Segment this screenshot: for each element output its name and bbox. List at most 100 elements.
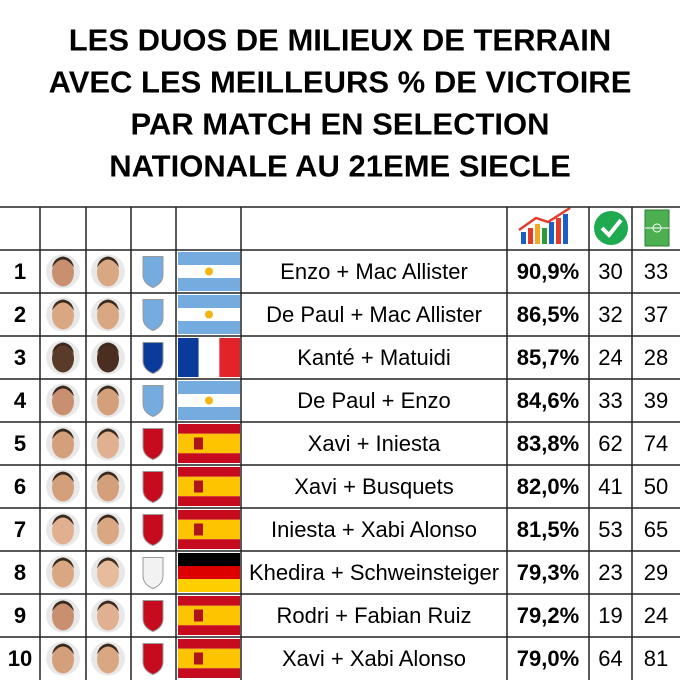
table-row: 8 Khedira + Schweinsteiger 79,3% 23 29 [14,553,668,592]
player-hair [52,299,74,311]
player-face [97,645,119,674]
flag-sun [205,267,213,276]
rank: 2 [14,302,26,327]
win-percentage: 79,2% [517,603,579,628]
flag-crest [194,437,203,450]
flag-stripe [178,453,240,463]
flag-stripe [178,510,240,520]
matches: 81 [644,646,668,671]
matches: 37 [644,302,668,327]
rank: 4 [14,388,27,413]
rank: 1 [14,259,26,284]
duo-names: Iniesta + Xabi Alonso [271,517,477,542]
win-percentage: 86,5% [517,302,579,327]
player-hair [97,557,119,569]
federation-badge [142,557,164,590]
flag-sun [205,310,213,319]
player-face [97,602,119,631]
flag-stripe [178,295,240,308]
flag-stripe [178,605,240,626]
table-row: 6 Xavi + Busquets 82,0% 41 50 [14,467,668,506]
wins: 64 [598,646,622,671]
flag-stripe [178,476,240,497]
win-percentage: 83,8% [517,431,579,456]
table-row: 9 Rodri + Fabian Ruiz 79,2% 19 24 [14,596,668,635]
rank: 8 [14,560,26,585]
matches: 50 [644,474,668,499]
player-hair [97,299,119,311]
table-row: 7 Iniesta + Xabi Alonso 81,5% 53 65 [14,510,668,549]
player-face [97,301,119,330]
flag-stripe [178,496,240,506]
duo-names: Xavi + Iniesta [308,431,441,456]
player-hair [97,643,119,655]
rank: 6 [14,474,26,499]
table-row: 2 De Paul + Mac Allister 86,5% 32 37 [14,295,668,334]
player-hair [97,428,119,440]
federation-badge [142,428,164,461]
table-row: 4 De Paul + Enzo 84,6% 33 39 [14,381,668,420]
wins: 53 [598,517,622,542]
flag-stripe [178,252,240,265]
player-hair [52,471,74,483]
player-face [52,301,74,330]
duo-names: Khedira + Schweinsteiger [249,560,499,585]
flag-sun [205,396,213,405]
flag-stripe [178,648,240,669]
player-face [97,387,119,416]
player-hair [52,600,74,612]
federation-badge [142,256,164,289]
win-percentage: 90,9% [517,259,579,284]
table-row: 10 Xavi + Xabi Alonso 79,0% 64 81 [8,639,668,678]
player-face [97,344,119,373]
wins: 30 [598,259,622,284]
matches: 74 [644,431,668,456]
flag-stripe [178,321,240,334]
win-percentage: 82,0% [517,474,579,499]
matches: 29 [644,560,668,585]
title-line: PAR MATCH EN SELECTION [130,107,549,142]
win-percentage: 79,3% [517,560,579,585]
player-face [52,387,74,416]
matches: 24 [644,603,668,628]
win-percentage: 79,0% [517,646,579,671]
player-hair [97,471,119,483]
player-hair [52,385,74,397]
rank: 7 [14,517,26,542]
flag-crest [194,523,203,536]
win-percentage: 81,5% [517,517,579,542]
wins: 19 [598,603,622,628]
player-face [52,645,74,674]
player-face [97,516,119,545]
duo-names: Xavi + Xabi Alonso [282,646,466,671]
player-face [97,559,119,588]
table-row: 3 Kanté + Matuidi 85,7% 24 28 [14,338,668,377]
player-hair [52,643,74,655]
wins: 32 [598,302,622,327]
flag-stripe [219,338,240,377]
flag-stripe [178,566,240,579]
federation-badge [142,299,164,332]
player-hair [52,342,74,354]
federation-badge [142,342,164,375]
wins: 33 [598,388,622,413]
flag-stripe [178,381,240,394]
player-face [52,516,74,545]
table-row: 1 Enzo + Mac Allister 90,9% 30 33 [14,252,668,291]
flag-stripe [178,433,240,454]
flag-crest [194,480,203,493]
rank: 10 [8,646,32,671]
flag-stripe [178,625,240,635]
title-line: LES DUOS DE MILIEUX DE TERRAIN [69,23,612,58]
win-percentage: 85,7% [517,345,579,370]
flag-stripe [178,407,240,420]
duo-names: Kanté + Matuidi [297,345,450,370]
title-line: NATIONALE AU 21EME SIECLE [109,149,571,184]
federation-badge [142,471,164,504]
table-row: 5 Xavi + Iniesta 83,8% 62 74 [14,424,668,463]
check-icon [594,211,628,245]
win-percentage: 84,6% [517,388,579,413]
wins: 24 [598,345,622,370]
flag-stripe [178,278,240,291]
